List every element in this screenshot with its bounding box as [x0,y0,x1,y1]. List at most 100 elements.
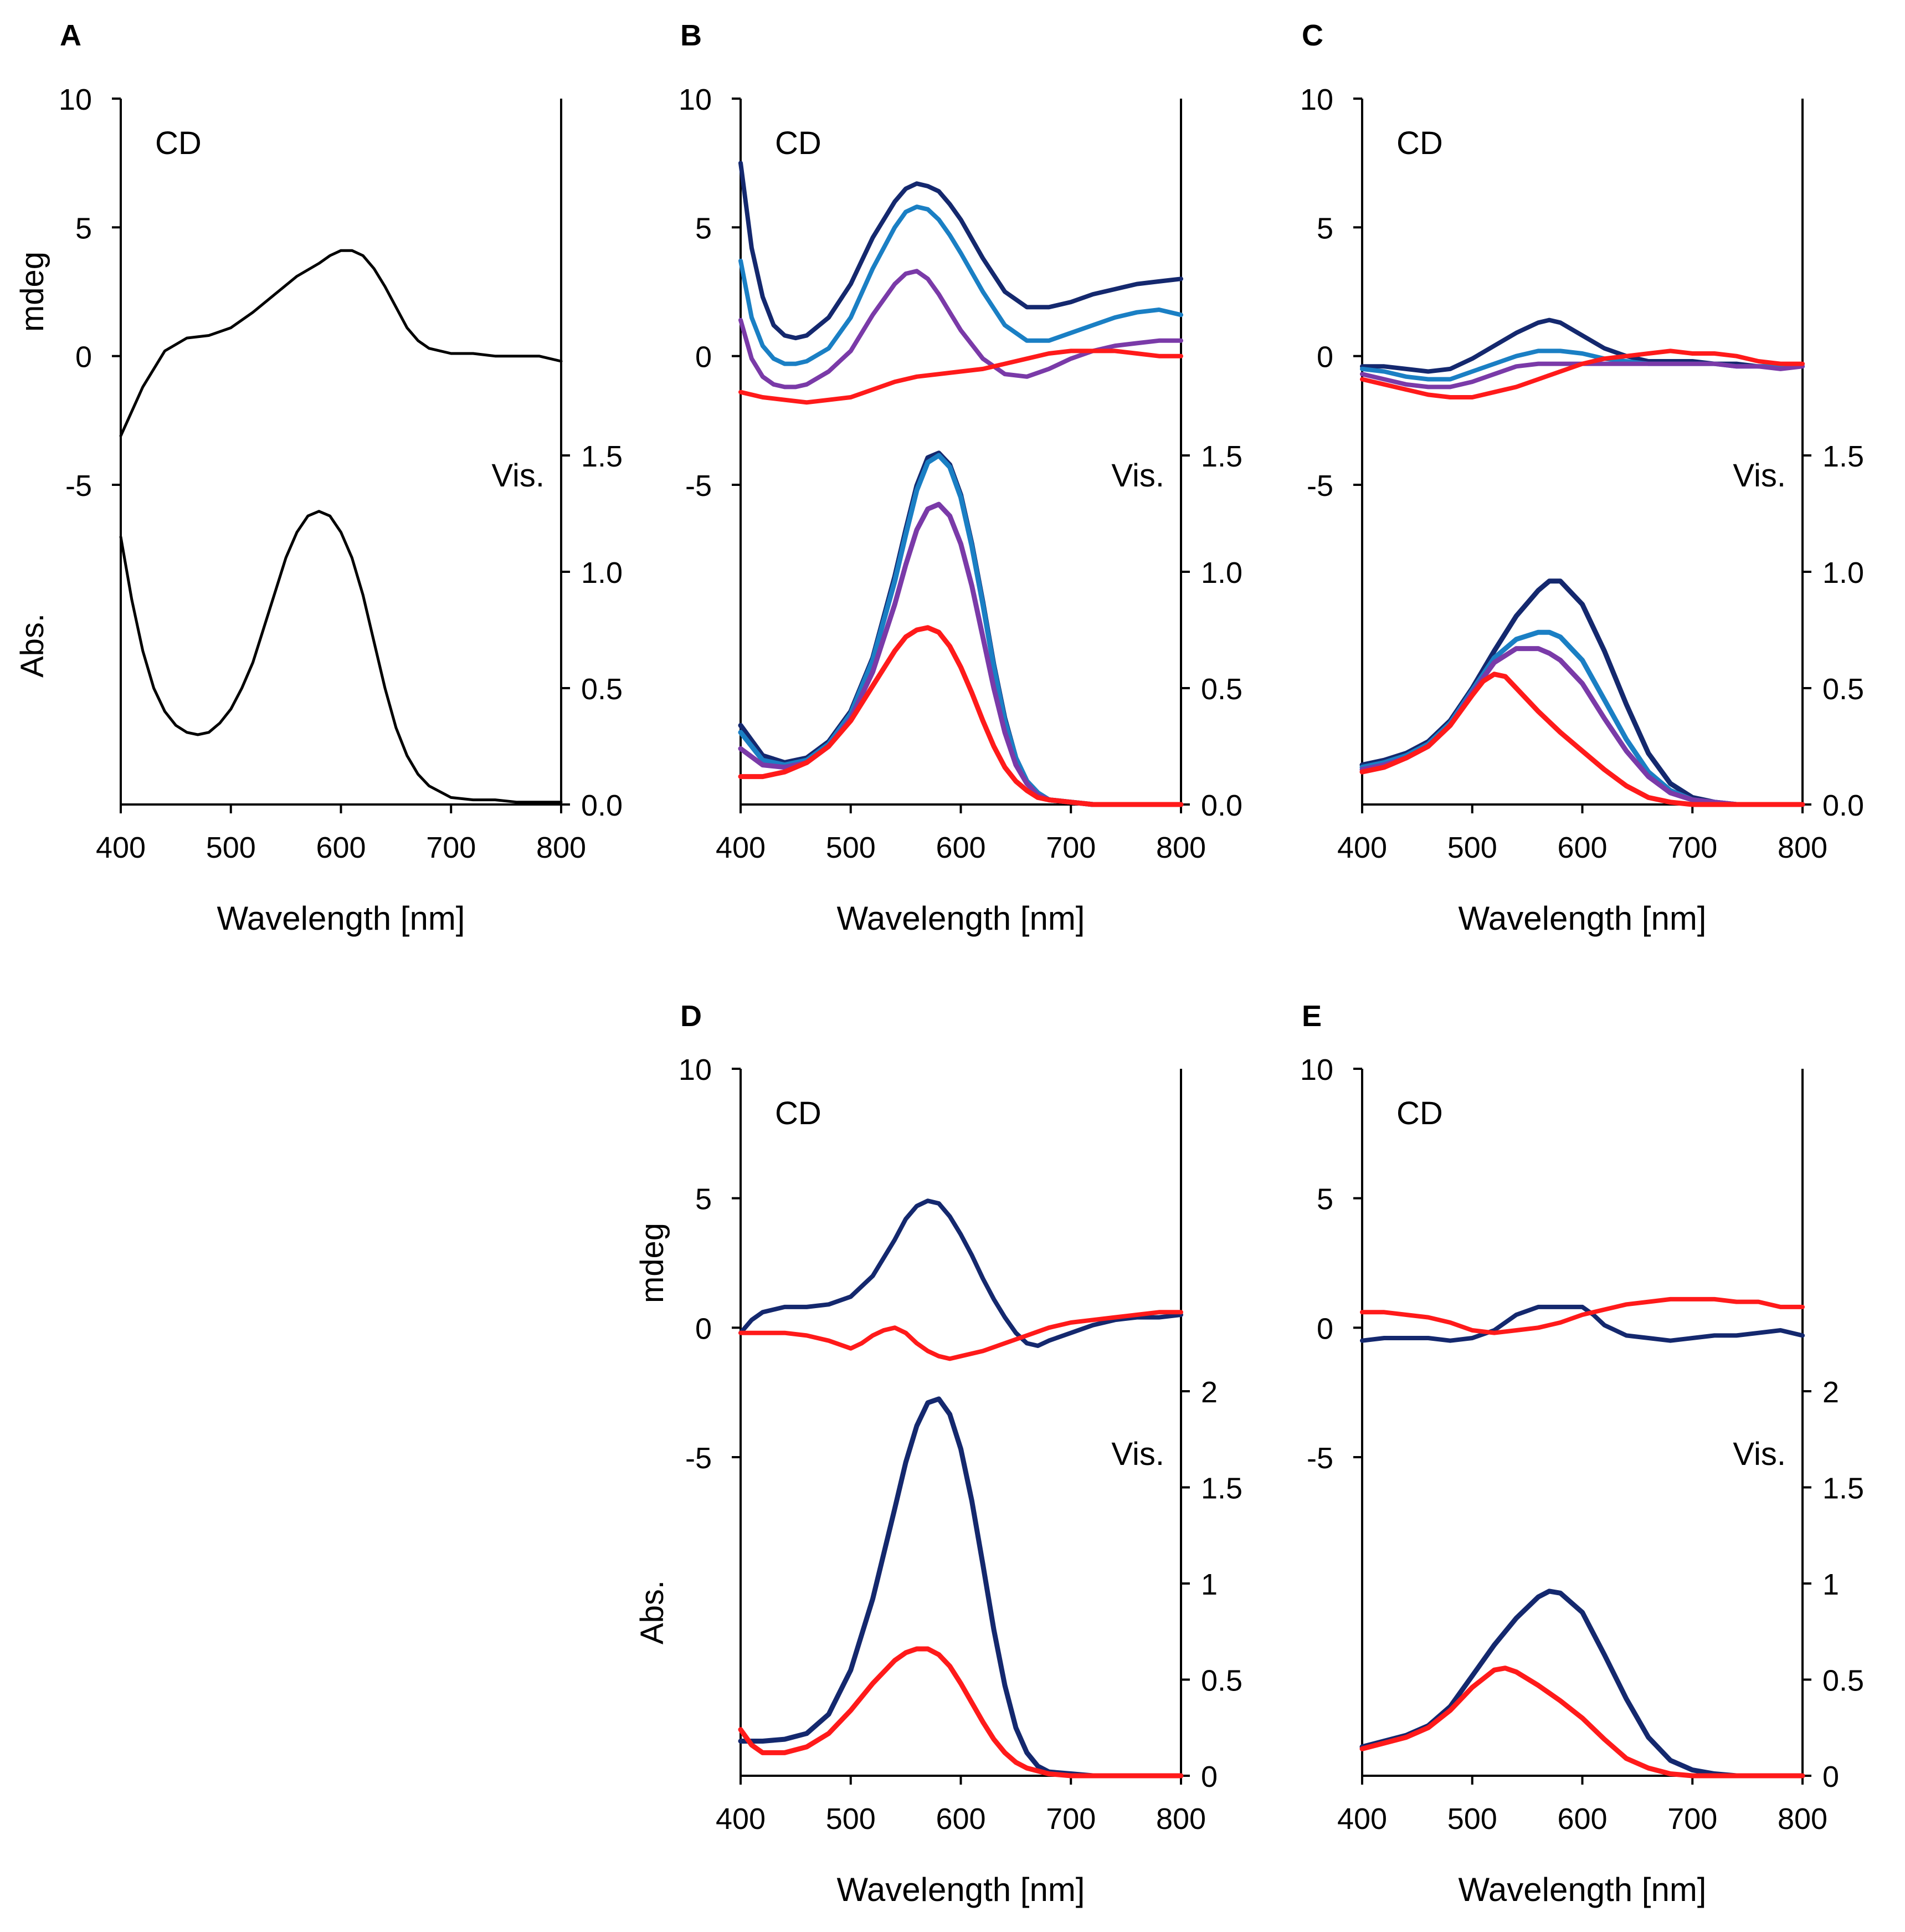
x-tick-label-a: 600 [316,831,366,864]
vis-tick-label-c: 0.0 [1822,789,1864,822]
panel-label-c: C [1302,19,1323,52]
cd-label-e: CD [1396,1095,1443,1131]
cd-tick-label-e: 0 [1317,1312,1333,1345]
x-tick-label-a: 400 [96,831,146,864]
cd-label-c: CD [1396,125,1443,161]
vis-tick-label-b: 1.0 [1201,556,1242,590]
vis-tick-label-a: 0.5 [581,673,623,706]
vis-axis-label-d: Abs. [634,1580,670,1644]
vis-series-red-d [738,1646,1184,1779]
cd-label-d: CD [775,1095,821,1131]
vis-series-blue-c [1359,629,1805,807]
vis-tick-label-e: 1.5 [1822,1472,1864,1505]
vis-tick-label-e: 0.5 [1822,1664,1864,1698]
x-tick-label-c: 500 [1447,831,1497,864]
cd-tick-label-e: 10 [1300,1053,1333,1087]
cd-tick-label-d: 0 [695,1312,712,1345]
vis-tick-label-d: 0 [1201,1760,1218,1793]
cd-tick-label-b: 5 [695,212,712,245]
panel-a: A 400 500 600 700 800 Wavelength [nm] 10 5 0 -5 1.5… [14,19,623,937]
cd-tick-label-b: 10 [679,83,712,116]
cd-series-red-b [738,349,1183,405]
cd-series-navy-e [1360,1304,1805,1343]
cd-tick-label-a: 0 [75,341,92,374]
vis-label-d: Vis. [1111,1436,1164,1472]
vis-tick-label-d: 0.5 [1201,1664,1242,1698]
cd-tick-label-a: -5 [65,469,92,503]
cd-tick-label-c: 10 [1300,83,1333,116]
x-tick-label-d: 400 [716,1802,766,1836]
x-tick-label-a: 500 [206,831,256,864]
vis-tick-label-a: 1.0 [581,556,623,590]
x-tick-label-c: 400 [1337,831,1387,864]
x-axis-label-d: Wavelength [nm] [837,1871,1085,1908]
x-tick-label-e: 600 [1557,1802,1607,1836]
x-tick-label-e: 800 [1778,1802,1827,1836]
cd-series-navy-b [738,161,1183,341]
cd-tick-label-e: -5 [1307,1442,1333,1475]
panel-label-a: A [60,19,81,52]
vis-tick-label-e: 2 [1822,1376,1839,1409]
x-tick-label-c: 800 [1778,831,1827,864]
x-tick-label-b: 800 [1156,831,1206,864]
vis-series-red-e [1359,1665,1805,1779]
vis-tick-label-c: 0.5 [1822,673,1864,706]
panel-e: E 400 500 600 700 800 Wavelength [nm] 10 5 0 -5 2 1.… [1300,1000,1864,1908]
x-tick-label-b: 700 [1046,831,1096,864]
panel-b: B 400 500 600 700 800 Wavelength [nm] 10 5 0 -5 1.5… [679,19,1242,937]
vis-series-navy-c [1359,578,1805,807]
x-tick-label-b: 600 [936,831,985,864]
x-axis-label-a: Wavelength [nm] [217,900,465,937]
vis-tick-label-a: 1.5 [581,440,623,473]
vis-series-navy-e [1359,1588,1805,1779]
cd-tick-label-d: -5 [685,1442,712,1475]
x-tick-label-d: 500 [826,1802,876,1836]
x-axis-label-e: Wavelength [nm] [1459,1871,1707,1908]
cd-tick-label-a: 5 [75,212,92,245]
cd-series-purple-b [738,269,1183,390]
vis-label-a: Vis. [491,458,545,494]
cd-tick-label-e: 5 [1317,1183,1333,1216]
panel-c: C 400 500 600 700 800 Wavelength [nm] 10 5 0 -5 1.5… [1300,19,1864,937]
cd-series-navy-d [738,1198,1183,1348]
vis-series-Vis-a [119,510,563,804]
cd-axis-label-a: mdeg [14,252,50,332]
panel-label-e: E [1302,1000,1322,1033]
x-tick-label-a: 800 [536,831,586,864]
x-tick-label-d: 600 [936,1802,985,1836]
vis-tick-label-b: 0.5 [1201,673,1242,706]
vis-tick-label-e: 1 [1822,1568,1839,1601]
x-tick-label-b: 400 [716,831,766,864]
x-axis-label-c: Wavelength [nm] [1459,900,1707,937]
vis-tick-label-d: 2 [1201,1376,1218,1409]
vis-axis-label-a: Abs. [14,613,50,678]
vis-label-c: Vis. [1733,458,1786,494]
vis-series-red-c [1359,672,1805,807]
x-tick-label-a: 700 [426,831,476,864]
panel-label-b: B [680,19,702,52]
cd-series-blue-b [738,204,1183,366]
cd-tick-label-c: -5 [1307,469,1333,503]
x-tick-label-c: 600 [1557,831,1607,864]
vis-tick-label-b: 1.5 [1201,440,1242,473]
vis-series-blue-b [738,453,1184,807]
x-tick-label-e: 400 [1337,1802,1387,1836]
cd-series-red-d [738,1310,1183,1361]
vis-tick-label-d: 1.5 [1201,1472,1242,1505]
x-tick-label-d: 800 [1156,1802,1206,1836]
x-tick-label-e: 700 [1667,1802,1717,1836]
vis-label-b: Vis. [1111,458,1164,494]
x-axis-label-b: Wavelength [nm] [837,900,1085,937]
cd-tick-label-b: 0 [695,341,712,374]
x-tick-label-b: 500 [826,831,876,864]
vis-tick-label-c: 1.0 [1822,556,1864,590]
vis-series-red-b [738,625,1184,807]
cd-series-red-e [1360,1296,1805,1335]
cd-tick-label-c: 5 [1317,212,1333,245]
vis-label-e: Vis. [1733,1436,1786,1472]
cd-series-purple-c [1360,361,1805,390]
x-tick-label-e: 500 [1447,1802,1497,1836]
vis-tick-label-d: 1 [1201,1568,1218,1601]
